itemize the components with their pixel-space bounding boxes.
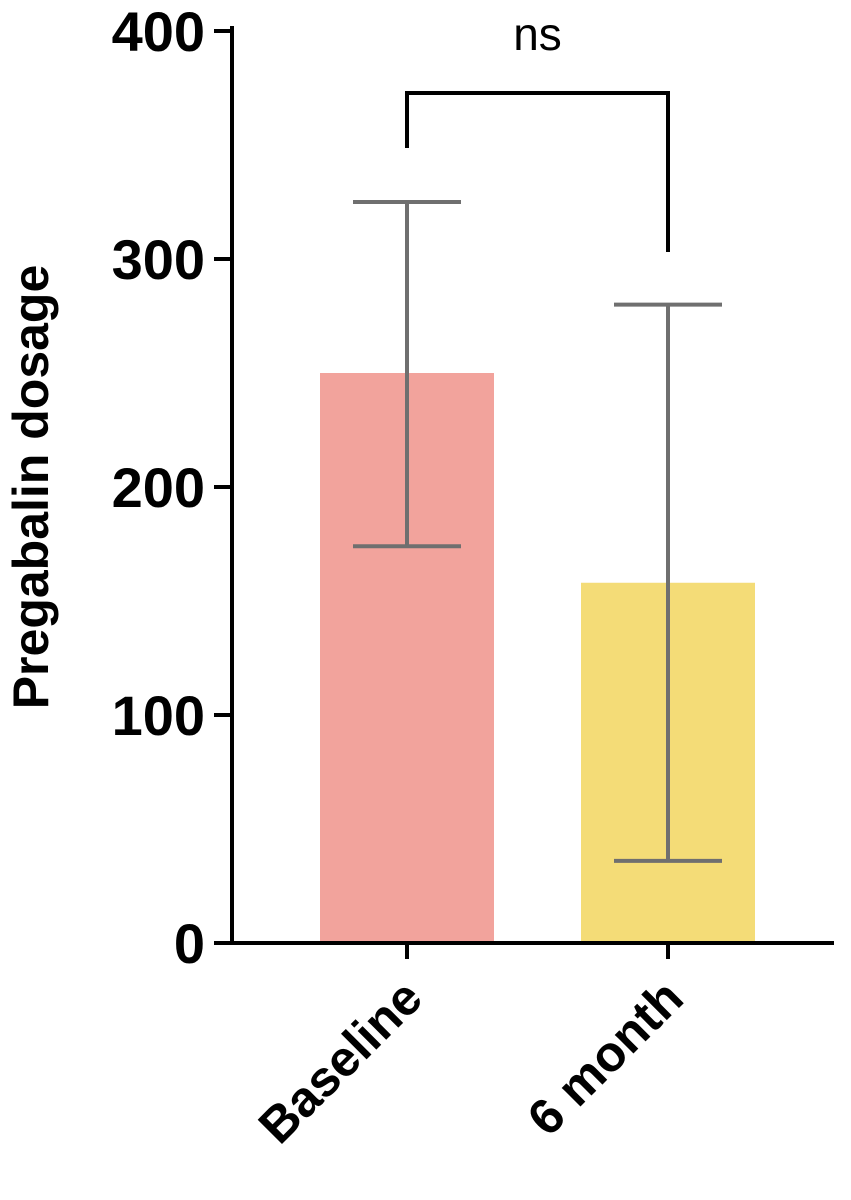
y-tick-label-300: 300	[112, 228, 205, 291]
y-tick-label-200: 200	[112, 456, 205, 519]
y-axis-label: Pregabalin dosage	[3, 265, 59, 710]
x-tick-label-6-month: 6 month	[517, 969, 694, 1146]
error-bars	[353, 200, 722, 863]
significance-label: ns	[513, 8, 562, 60]
significance-bracket	[405, 91, 670, 252]
x-tick-label-baseline: Baseline	[248, 969, 433, 1154]
y-tick-label-100: 100	[112, 684, 205, 747]
y-tick-label-400: 400	[112, 0, 205, 63]
y-axis-ticks: 0 100 200 300 400	[112, 0, 232, 975]
x-axis-ticks: Baseline 6 month	[248, 943, 694, 1154]
annotations: ns	[405, 8, 670, 252]
bars	[320, 373, 755, 943]
y-tick-label-0: 0	[174, 912, 205, 975]
